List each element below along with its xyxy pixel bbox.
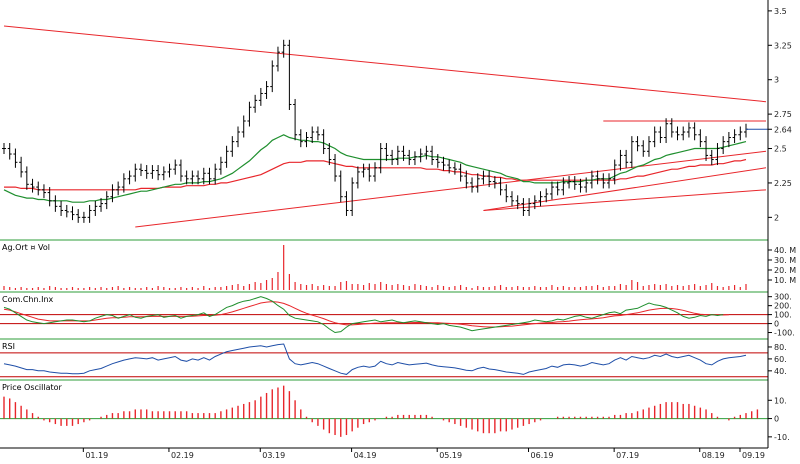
cci-panel: Com.Chn.Inx: [0, 295, 768, 334]
cci-tick-label: 200.: [774, 302, 792, 311]
cci-signal-line: [3, 301, 729, 328]
rsi-tick-label: 40.: [774, 367, 787, 376]
trend-line: [483, 189, 767, 211]
volume-panel-label: Ag.Ort ¤ Vol: [2, 243, 50, 252]
rsi-panel-label: RSI: [2, 342, 15, 351]
price-tick-label: 3.25: [774, 41, 792, 50]
cci-tick-label: 0: [774, 320, 779, 329]
rsi-panel: RSI: [0, 342, 768, 378]
short-moving-average-line: [3, 134, 747, 203]
trend-line: [135, 150, 767, 228]
price-panel: [2, 25, 768, 228]
oscillator-tick-label: 10.: [774, 396, 787, 405]
trend-line: [483, 167, 767, 211]
volume-tick-label: 30. M: [774, 256, 796, 265]
cci-panel-label: Com.Chn.Inx: [2, 295, 54, 304]
cci-line: [3, 296, 724, 334]
price-tick-label: 2.64: [774, 125, 792, 134]
price-tick-label: 2.25: [774, 179, 792, 188]
rsi-tick-label: 60.: [774, 355, 787, 364]
x-tick-label: 06.19: [531, 451, 554, 460]
price-tick-label: 2: [774, 213, 779, 222]
x-tick-label: 07.19: [616, 451, 639, 460]
price-oscillator-panel: Price Oscillator: [0, 383, 768, 437]
price-tick-label: 2.75: [774, 110, 792, 119]
volume-tick-label: 10. M: [774, 276, 796, 285]
x-tick-label: 03.19: [262, 451, 285, 460]
x-tick-label: 02.19: [171, 451, 194, 460]
cci-tick-label: -100.: [774, 329, 795, 338]
x-tick-label: 08.19: [702, 451, 725, 460]
x-tick-label: 05.19: [439, 451, 462, 460]
cci-tick-label: 100.: [774, 311, 792, 320]
x-tick-label: 04.19: [354, 451, 377, 460]
x-tick-label: 09.19: [742, 451, 765, 460]
volume-tick-label: 20. M: [774, 266, 796, 275]
price-tick-label: 3.5: [774, 7, 787, 16]
x-axis: 01.19 02.19 03.19 04.19 05.19 06.19 07.19 08.19…: [0, 239, 768, 460]
oscillator-tick-label: 0: [774, 415, 779, 424]
cci-tick-label: 300.: [774, 293, 792, 302]
volume-tick-label: 40. M: [774, 246, 796, 255]
price-tick-label: 2.5: [774, 145, 787, 154]
x-tick-label: 01.19: [85, 451, 108, 460]
trend-line: [3, 25, 767, 103]
oscillator-panel-label: Price Oscillator: [2, 383, 63, 392]
price-tick-label: 3: [774, 76, 779, 85]
oscillator-tick-label: -10.: [774, 433, 790, 442]
volume-panel: Ag.Ort ¤ Vol: [2, 243, 747, 290]
rsi-tick-label: 80.: [774, 343, 787, 352]
rsi-line: [3, 343, 747, 375]
